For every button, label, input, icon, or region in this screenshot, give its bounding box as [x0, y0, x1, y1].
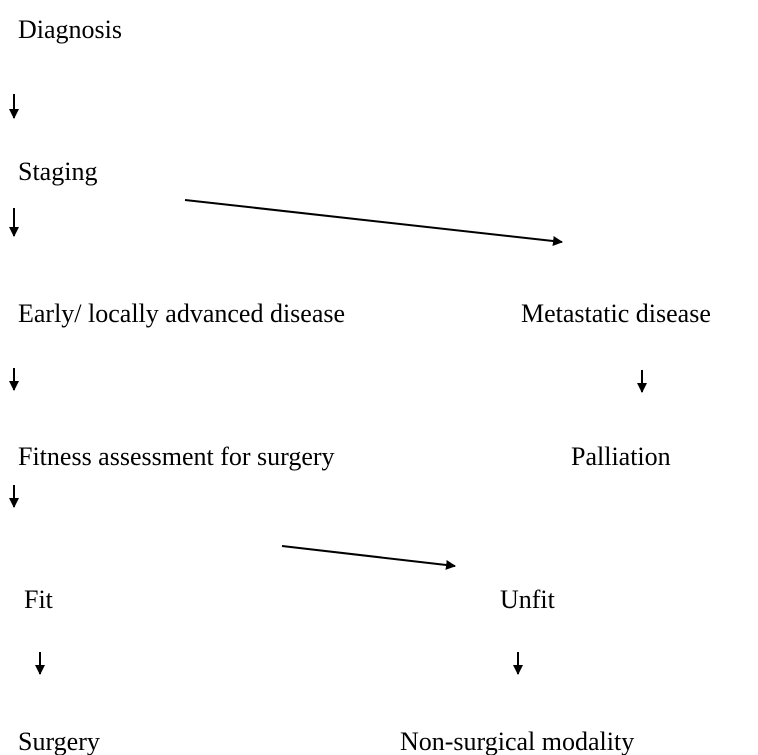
node-label: Surgery — [18, 727, 100, 755]
arrows — [9, 94, 647, 675]
node-label: Metastatic disease — [521, 299, 711, 328]
node-label: Diagnosis — [18, 15, 122, 44]
node-label: Staging — [18, 157, 97, 186]
node-label: Fitness assessment for surgery — [18, 442, 335, 471]
node-label: Non-surgical modality — [400, 727, 634, 755]
node-label: Fit — [24, 585, 54, 614]
node-label: Early/ locally advanced disease — [18, 299, 345, 328]
node-label: Palliation — [571, 442, 671, 471]
arrow — [184, 199, 563, 246]
node-label: Unfit — [500, 585, 556, 614]
arrow — [281, 545, 456, 570]
